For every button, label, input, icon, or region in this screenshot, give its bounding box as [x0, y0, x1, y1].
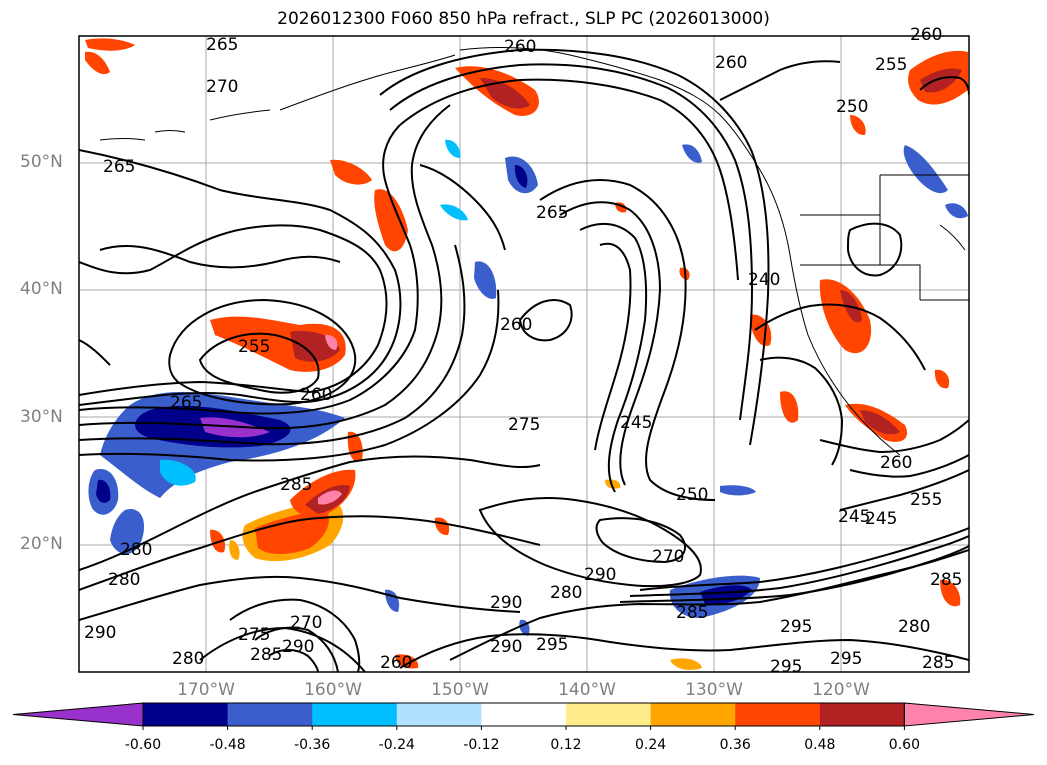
longitude-label: 140°W — [558, 680, 616, 700]
colorbar-swatch — [566, 703, 652, 726]
colorbar-extend-high — [903, 702, 1035, 727]
contour-label: 260 — [715, 53, 747, 73]
contour-label: 285 — [250, 645, 282, 665]
contour-label: 285 — [280, 475, 312, 495]
contour-label: 260 — [380, 653, 412, 673]
contour-label: 295 — [770, 657, 802, 677]
contour-label: 245 — [838, 507, 870, 527]
contour-label: 265 — [170, 393, 202, 413]
colorbar-tick-label: 0.60 — [888, 737, 920, 753]
colorbar-extend-low — [12, 702, 144, 727]
contour-label: 295 — [780, 617, 812, 637]
contour-label: 265 — [206, 35, 238, 55]
contour-label: 290 — [84, 623, 116, 643]
colorbar-tick-label: -0.48 — [209, 737, 246, 753]
colorbar-tick-label: -0.36 — [294, 737, 331, 753]
colorbar — [12, 702, 1035, 730]
contour-label: 260 — [910, 25, 942, 45]
longitude-label: 120°W — [812, 680, 870, 700]
contour-label: 265 — [103, 157, 135, 177]
colorbar-frame — [142, 702, 905, 727]
contour-label: 245 — [620, 413, 652, 433]
contour-label: 290 — [584, 565, 616, 585]
map-title: 2026012300 F060 850 hPa refract., SLP PC… — [277, 9, 770, 29]
contour-label: 260 — [504, 37, 536, 57]
contour-label: 260 — [500, 315, 532, 335]
colorbar-tick-label: 0.48 — [804, 737, 836, 753]
coastlines — [99, 47, 969, 456]
contour-label: 270 — [206, 77, 238, 97]
contour-label: 295 — [536, 635, 568, 655]
contour-label: 285 — [676, 603, 708, 623]
contour-label: 280 — [108, 570, 140, 590]
latitude-label: 30°N — [20, 406, 63, 427]
contour-label: 265 — [536, 203, 568, 223]
colorbar-tick-label: 0.24 — [635, 737, 667, 753]
contour-label: 250 — [836, 97, 868, 117]
colorbar-swatch — [227, 703, 313, 726]
colorbar-swatch — [481, 703, 567, 726]
contour-label: 290 — [490, 637, 522, 657]
map-frame — [78, 35, 970, 673]
contour-label: 280 — [172, 649, 204, 669]
contour-label: 290 — [490, 593, 522, 613]
contour-labels: 265 265 260 260 255 250 270 265 265 260 … — [84, 25, 962, 677]
colorbar-tick-label: -0.60 — [124, 737, 162, 753]
contour-label: 255 — [238, 337, 270, 357]
colorbar-tick-label: 0.12 — [550, 737, 582, 753]
contour-label: 270 — [652, 547, 684, 567]
contour-label: 280 — [550, 583, 582, 603]
contour-label: 280 — [898, 617, 930, 637]
contour-label: 250 — [676, 485, 708, 505]
contour-label: 295 — [830, 649, 862, 669]
contour-label: 255 — [910, 490, 942, 510]
colorbar-swatch — [735, 703, 821, 726]
longitude-label: 160°W — [304, 680, 362, 700]
colorbar-swatch — [819, 703, 905, 726]
colorbar-swatch — [312, 703, 398, 726]
contour-label: 240 — [748, 270, 780, 290]
colorbar-tick-label: 0.36 — [719, 737, 751, 753]
contour-label: 255 — [875, 55, 907, 75]
colorbar-swatch — [396, 703, 482, 726]
longitude-label: 150°W — [431, 680, 489, 700]
longitude-label: 170°W — [177, 680, 235, 700]
contour-label: 290 — [282, 637, 314, 657]
contour-label: 260 — [880, 453, 912, 473]
contour-label: 280 — [120, 540, 152, 560]
contour-label: 270 — [290, 613, 322, 633]
latitude-label: 40°N — [20, 279, 63, 300]
positive-anomaly-fills — [85, 38, 968, 670]
colorbar-tick-label: -0.12 — [463, 737, 500, 753]
contour-label: 285 — [930, 570, 962, 590]
colorbar-swatch — [650, 703, 736, 726]
contour-label: 275 — [508, 415, 540, 435]
latitude-label: 50°N — [20, 152, 63, 173]
contour-label: 275 — [238, 625, 270, 645]
colorbar-swatch — [143, 703, 229, 726]
slp-contours — [79, 48, 969, 672]
longitude-label: 130°W — [685, 680, 743, 700]
contour-label: 245 — [865, 509, 897, 529]
contour-label: 260 — [300, 385, 332, 405]
map-background — [79, 36, 969, 672]
colorbar-tick-label: -0.24 — [378, 737, 415, 753]
latitude-label: 20°N — [20, 534, 63, 554]
contour-label: 285 — [922, 653, 954, 673]
